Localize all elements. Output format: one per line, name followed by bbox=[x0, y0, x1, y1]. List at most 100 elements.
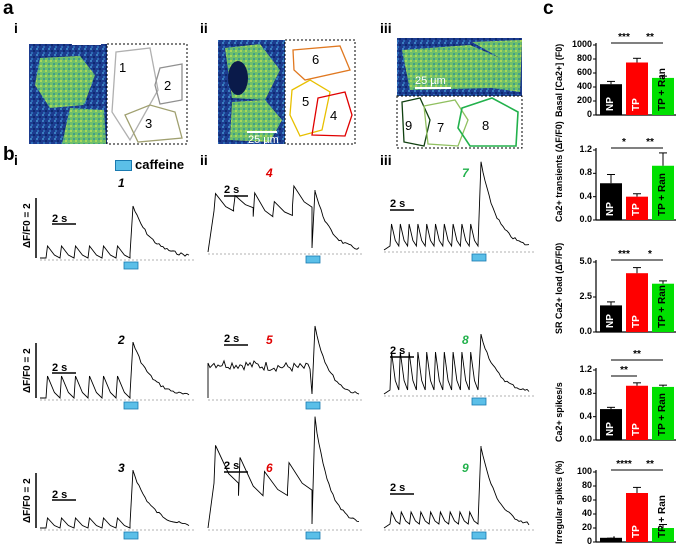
bar-tp bbox=[626, 196, 648, 220]
time-scale-label-6: 2 s bbox=[224, 460, 240, 472]
y-tick-label: 2.5 bbox=[579, 291, 592, 301]
caffeine-marker bbox=[305, 531, 321, 540]
category-label: TP bbox=[631, 423, 642, 436]
y-tick-label: 0.0 bbox=[579, 326, 592, 336]
trace-label-5: 5 bbox=[266, 333, 273, 347]
y-tick-label: 5.0 bbox=[579, 256, 592, 266]
bar-np bbox=[600, 305, 622, 332]
scale-label-iii: 25 µm bbox=[415, 75, 446, 87]
category-label: TP bbox=[631, 525, 642, 538]
y-tick-label: 0.0 bbox=[579, 434, 592, 444]
category-label: TP bbox=[631, 98, 642, 111]
time-scale-label-9: 2 s bbox=[390, 482, 406, 494]
roi-box-i bbox=[106, 43, 188, 145]
y-tick-label: 600 bbox=[576, 67, 592, 77]
trace-3 bbox=[40, 469, 190, 529]
roi-5 bbox=[289, 79, 331, 137]
category-label: NP bbox=[605, 202, 616, 216]
bar-tp+ran bbox=[652, 528, 674, 542]
category-label: TP + Ran bbox=[657, 393, 668, 436]
confocal-image-iii bbox=[397, 38, 522, 96]
panel-label-c: c bbox=[543, 0, 554, 19]
y-tick-label: 800 bbox=[576, 53, 592, 63]
y-tick-label: 0 bbox=[586, 109, 592, 119]
y-tick-label: 0 bbox=[586, 536, 592, 546]
scale-label-i: 25 µm bbox=[72, 30, 103, 42]
significance-marker: ** bbox=[633, 349, 641, 360]
y-axis-label: SR Ca2+ load (ΔF/F0) bbox=[554, 242, 564, 334]
roi-box-ii bbox=[284, 39, 356, 145]
significance-marker: ** bbox=[646, 32, 654, 43]
trace-9 bbox=[383, 445, 530, 529]
time-scale-label-2: 2 s bbox=[52, 362, 68, 374]
bar-np bbox=[600, 537, 622, 542]
category-label: TP + Ran bbox=[657, 495, 668, 538]
y-tick-label: 20 bbox=[581, 522, 592, 532]
trace-7 bbox=[383, 161, 530, 251]
trace-label-9: 9 bbox=[462, 461, 469, 475]
significance-marker: * bbox=[622, 137, 626, 148]
bar-tp+ran bbox=[652, 77, 674, 115]
y-tick-label: 100 bbox=[576, 466, 592, 476]
trace-label-6: 6 bbox=[266, 461, 273, 475]
roi-label-9: 9 bbox=[405, 118, 413, 133]
caffeine-legend-label: caffeine bbox=[135, 157, 185, 172]
bar-tp+ran bbox=[652, 165, 674, 220]
trace-label-8: 8 bbox=[462, 333, 469, 347]
trace-label-7: 7 bbox=[462, 166, 469, 180]
sub-label-b-iii: iii bbox=[380, 152, 392, 168]
y-tick-label: 40 bbox=[581, 508, 592, 518]
roi-box-iii bbox=[396, 95, 523, 149]
trace-6 bbox=[207, 416, 360, 529]
caffeine-marker bbox=[471, 397, 487, 406]
y-axis-label: Ca2+ transients (ΔF/F0) bbox=[554, 121, 564, 222]
category-label: TP + Ran bbox=[657, 173, 668, 216]
y-tick-label: 60 bbox=[581, 494, 592, 504]
significance-marker: ** bbox=[646, 137, 654, 148]
caffeine-marker bbox=[471, 531, 487, 540]
y-tick-label: 0.0 bbox=[579, 214, 592, 224]
category-label: TP bbox=[631, 203, 642, 216]
time-scale-label-4: 2 s bbox=[224, 184, 240, 196]
bar-tp bbox=[626, 62, 648, 115]
category-label: NP bbox=[605, 422, 616, 436]
sub-label-a-i: i bbox=[14, 20, 18, 36]
roi-label-3: 3 bbox=[145, 116, 153, 131]
y-tick-label: 1000 bbox=[571, 39, 592, 49]
bar-np bbox=[600, 84, 622, 115]
caffeine-marker bbox=[123, 531, 139, 540]
y-axis-label: Irregular spikes (%) bbox=[554, 460, 564, 544]
scale-label-ii: 25 µm bbox=[248, 134, 279, 146]
roi-3 bbox=[124, 104, 183, 143]
time-scale-label-3: 2 s bbox=[52, 489, 68, 501]
category-label: NP bbox=[605, 524, 616, 538]
y-tick-label: 0.8 bbox=[579, 387, 592, 398]
bar-tp+ran bbox=[652, 283, 674, 332]
category-label: TP bbox=[631, 315, 642, 328]
roi-8 bbox=[457, 97, 519, 147]
trace-5 bbox=[207, 325, 360, 398]
trace-label-1: 1 bbox=[118, 176, 125, 190]
y-tick-label: 1.2 bbox=[579, 144, 592, 154]
caffeine-marker bbox=[305, 401, 321, 410]
sub-label-a-iii: iii bbox=[380, 20, 392, 36]
trace-label-3: 3 bbox=[118, 461, 125, 475]
category-label: NP bbox=[605, 97, 616, 111]
bar-tp bbox=[626, 385, 648, 440]
sub-label-b-i: i bbox=[14, 152, 18, 168]
roi-label-7: 7 bbox=[437, 120, 445, 135]
bar-tp+ran bbox=[652, 386, 674, 440]
bar-tp bbox=[626, 273, 648, 332]
confocal-image-i bbox=[29, 44, 107, 144]
roi-7 bbox=[423, 99, 469, 147]
trace-label-2: 2 bbox=[118, 333, 125, 347]
y-tick-label: 0.4 bbox=[579, 410, 592, 421]
caffeine-marker bbox=[471, 253, 487, 262]
roi-label-8: 8 bbox=[482, 118, 490, 133]
sub-label-b-ii: ii bbox=[200, 152, 208, 168]
y-tick-label: 0.8 bbox=[579, 167, 592, 178]
time-scale-label-5: 2 s bbox=[224, 333, 240, 345]
trace-2 bbox=[40, 341, 190, 400]
category-label: TP + Ran bbox=[657, 285, 668, 328]
